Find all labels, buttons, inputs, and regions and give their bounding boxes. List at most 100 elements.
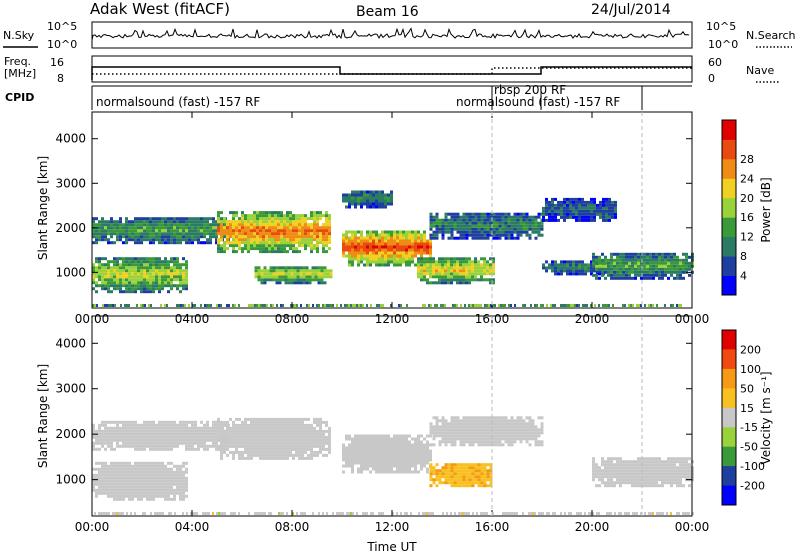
echo-cell <box>134 263 137 267</box>
echo-cell <box>200 235 203 239</box>
echo-cell <box>295 447 298 451</box>
echo-cell <box>417 275 420 279</box>
echo-cell <box>289 229 292 233</box>
echo-cell <box>256 420 259 424</box>
echo-cell <box>289 220 292 224</box>
echo-cell <box>408 440 411 444</box>
echo-cell <box>354 205 357 209</box>
echo-cell <box>604 258 607 262</box>
echo-cell <box>92 441 95 445</box>
echo-cell <box>399 455 402 459</box>
echo-cell <box>492 236 496 240</box>
echo-cell <box>581 212 584 216</box>
echo-cell <box>471 227 475 231</box>
echo-cell <box>158 260 161 264</box>
echo-cell <box>167 491 170 495</box>
echo-cell <box>354 190 357 194</box>
echo-cell <box>625 261 628 265</box>
echo-cell <box>322 444 325 448</box>
echo-cell <box>605 215 608 219</box>
echo-cell <box>575 218 578 222</box>
echo-cell <box>519 224 523 228</box>
echo-cell <box>325 235 328 239</box>
echo-cell <box>176 223 179 227</box>
echo-cell <box>432 221 436 225</box>
echo-cell <box>351 230 354 234</box>
echo-cell <box>253 226 256 230</box>
echo-cell <box>182 438 185 442</box>
echo-cell <box>286 441 289 445</box>
echo-cell <box>143 491 146 495</box>
echo-cell <box>557 272 560 276</box>
echo-cell <box>116 281 119 285</box>
echo-cell <box>316 244 319 248</box>
echo-cell <box>584 215 587 219</box>
echo-cell <box>507 221 511 225</box>
echo-cell <box>122 257 125 261</box>
echo-cell <box>316 423 319 427</box>
echo-cell <box>283 420 286 424</box>
echo-cell <box>381 257 384 261</box>
echo-cell <box>360 193 363 197</box>
echo-cell <box>483 227 487 231</box>
echo-cell <box>143 435 146 439</box>
echo-cell <box>247 217 250 221</box>
echo-cell <box>274 447 277 451</box>
echo-cell <box>235 238 238 242</box>
echo-cell <box>393 440 396 444</box>
echo-cell <box>125 235 128 239</box>
echo-cell <box>101 461 104 465</box>
echo-cell <box>354 251 357 255</box>
echo-cell <box>310 435 313 439</box>
echo-cell <box>608 215 611 219</box>
echo-cell <box>611 200 614 204</box>
echo-cell <box>313 450 316 454</box>
echo-cell <box>152 229 155 233</box>
echo-cell <box>492 419 496 423</box>
echo-cell <box>414 461 417 465</box>
echo-cell <box>351 263 354 267</box>
echo-cell <box>149 260 152 264</box>
echo-cell <box>507 218 511 222</box>
echo-cell <box>316 247 319 251</box>
echo-cell <box>456 466 460 470</box>
echo-cell <box>390 230 393 234</box>
echo-cell <box>176 482 179 486</box>
echo-cell <box>128 257 131 261</box>
echo-cell <box>480 440 484 444</box>
echo-cell <box>226 453 229 457</box>
echo-cell <box>179 467 182 471</box>
echo-cell <box>128 467 131 471</box>
echo-cell <box>459 224 463 228</box>
echo-cell <box>268 453 271 457</box>
echo-cell <box>182 473 185 477</box>
ground-cell <box>440 304 442 307</box>
echo-cell <box>316 217 319 221</box>
echo-cell <box>143 217 146 221</box>
echo-cell <box>226 432 229 436</box>
echo-cell <box>459 419 463 423</box>
echo-cell <box>325 453 328 457</box>
echo-cell <box>152 263 155 267</box>
echo-cell <box>420 464 423 468</box>
echo-cell <box>119 494 122 498</box>
echo-cell <box>203 232 206 236</box>
echo-cell <box>278 272 282 276</box>
echo-cell <box>256 229 259 233</box>
echo-cell <box>203 429 206 433</box>
echo-cell <box>170 272 173 276</box>
echo-cell <box>101 223 104 227</box>
echo-cell <box>435 422 439 426</box>
echo-cell <box>548 212 551 216</box>
echo-cell <box>164 263 167 267</box>
echo-cell <box>554 206 557 210</box>
echo-cell <box>375 470 378 474</box>
echo-cell <box>217 220 220 224</box>
echo-cell <box>220 447 223 451</box>
echo-cell <box>296 278 300 282</box>
echo-cell <box>134 420 137 424</box>
echo-cell <box>572 197 575 201</box>
echo-cell <box>98 229 101 233</box>
echo-cell <box>188 238 191 242</box>
echo-cell <box>274 453 277 457</box>
